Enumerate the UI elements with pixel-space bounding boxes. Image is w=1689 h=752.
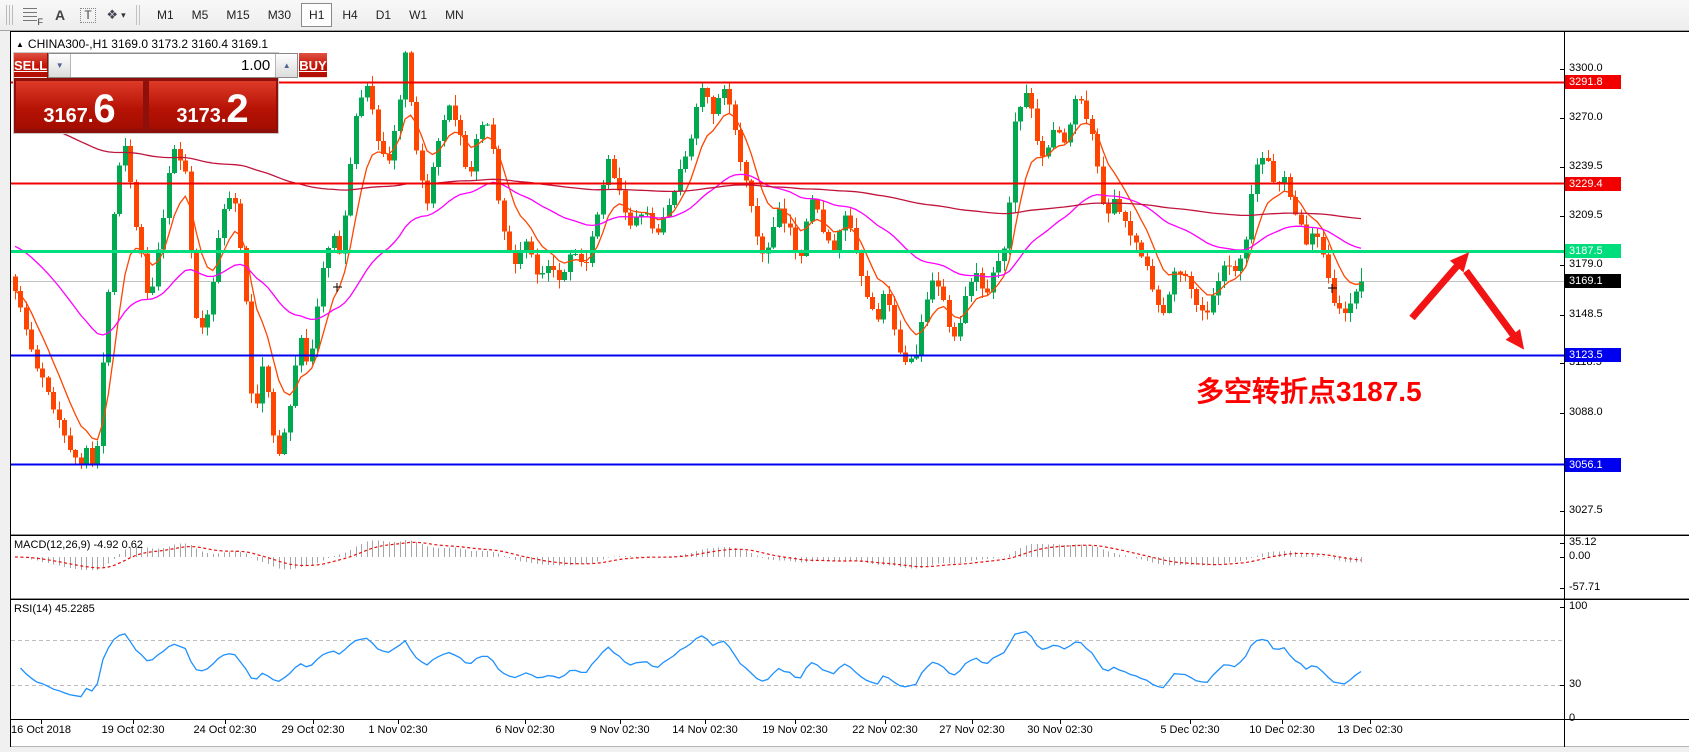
timeframe-button-mn[interactable]: MN xyxy=(445,8,464,22)
time-axis-label: 13 Dec 02:30 xyxy=(1337,724,1403,736)
price-line-label: 3229.4 xyxy=(1565,176,1621,191)
timeframe-button-m30[interactable]: M30 xyxy=(267,8,292,22)
macd-axis-label: 0.00 xyxy=(1569,550,1591,562)
time-axis-label: 27 Nov 02:30 xyxy=(939,724,1005,736)
price-axis-tick-label: 3148.5 xyxy=(1569,307,1603,320)
rsi-indicator-label: RSI(14) 45.2285 xyxy=(14,603,95,615)
timeframe-button-d1[interactable]: D1 xyxy=(375,8,392,22)
timeframe-button-m1[interactable]: M1 xyxy=(157,8,174,22)
shapes-tool-button[interactable]: ❖ ▾ xyxy=(102,2,130,28)
price-line-label: 3187.5 xyxy=(1565,244,1621,259)
price-axis-tick-label: 3270.0 xyxy=(1569,110,1603,123)
time-axis-label: 24 Oct 02:30 xyxy=(193,724,257,736)
volume-input[interactable] xyxy=(71,54,276,77)
macd-axis-label: 35.12 xyxy=(1569,536,1597,548)
chart-window[interactable] xyxy=(10,31,1689,747)
chart-title-text: CHINA300-,H1 3169.0 3173.2 3160.4 3169.1 xyxy=(27,37,269,51)
price-line-label: 3056.1 xyxy=(1565,457,1621,472)
macd-axis-label: -57.71 xyxy=(1569,581,1601,593)
time-axis-label: 6 Nov 02:30 xyxy=(495,724,555,736)
time-axis-label: 30 Nov 02:30 xyxy=(1027,724,1093,736)
time-axis-label: 10 Dec 02:30 xyxy=(1249,724,1315,736)
time-axis-label: 29 Oct 02:30 xyxy=(281,724,345,736)
price-axis-tick-label: 3239.5 xyxy=(1569,160,1603,173)
indicator-list-button[interactable]: F xyxy=(18,2,46,28)
price-axis-tick-label: 3179.0 xyxy=(1569,258,1603,271)
price-line-label: 3169.1 xyxy=(1565,274,1621,289)
time-axis-label: 16 Oct 2018 xyxy=(11,724,71,736)
top-toolbar: F A T ❖ ▾ M1 M5 M15 M30 H1 H4 D1 W1 MN xyxy=(0,0,1689,31)
price-axis-tick-label: 3209.5 xyxy=(1569,208,1603,221)
shapes-icon: ❖ xyxy=(106,7,119,22)
sell-price-main: 3167. xyxy=(43,105,94,127)
time-axis-label: 22 Nov 02:30 xyxy=(852,724,918,736)
label-tool-button[interactable]: T xyxy=(74,2,102,28)
rsi-axis-label: 0 xyxy=(1569,712,1576,724)
toolbar-separator xyxy=(136,5,142,25)
time-axis-label: 19 Nov 02:30 xyxy=(762,724,828,736)
volume-spinner: ▼ ▲ xyxy=(48,53,299,78)
timeframe-button-m15[interactable]: M15 xyxy=(226,8,250,22)
timeframe-button-m5[interactable]: M5 xyxy=(191,8,209,22)
time-axis-label: 19 Oct 02:30 xyxy=(101,724,165,736)
price-line-label: 3123.5 xyxy=(1565,348,1621,363)
macd-indicator-label: MACD(12,26,9) -4.92 0.62 xyxy=(14,539,144,551)
sell-button[interactable]: SELL xyxy=(14,53,48,78)
rsi-axis-label: 30 xyxy=(1569,678,1582,691)
time-axis-label: 9 Nov 02:30 xyxy=(590,724,650,736)
chart-text-annotation[interactable]: 多空转折点3187.5 xyxy=(1196,376,1422,407)
price-axis-tick-label: 3027.5 xyxy=(1569,503,1603,516)
rsi-axis-label: 100 xyxy=(1569,600,1588,612)
buy-price-pips: 2 xyxy=(226,87,249,132)
sell-price-pips: 6 xyxy=(93,87,116,132)
indicator-grid-icon: F xyxy=(22,7,43,27)
time-axis-label: 14 Nov 02:30 xyxy=(672,724,738,736)
buy-price-display[interactable]: 3173. 2 xyxy=(149,81,276,129)
sell-price-display[interactable]: 3167. 6 xyxy=(16,81,143,129)
timeframe-group: M1 M5 M15 M30 H1 H4 D1 W1 MN xyxy=(148,3,473,27)
text-tool-button[interactable]: A xyxy=(54,7,66,23)
timeframe-button-h4[interactable]: H4 xyxy=(342,8,358,22)
volume-decrease-button[interactable]: ▼ xyxy=(49,54,72,77)
price-line-label: 3291.8 xyxy=(1565,75,1621,90)
volume-increase-button[interactable]: ▲ xyxy=(275,54,298,77)
price-axis-tick-label: 3300.0 xyxy=(1569,62,1603,74)
timeframe-button-w1[interactable]: W1 xyxy=(409,8,428,22)
timeframe-button-h1[interactable]: H1 xyxy=(301,3,333,27)
buy-button[interactable]: BUY xyxy=(299,53,327,78)
collapse-triangle-icon: ▲ xyxy=(16,40,24,49)
price-axis-tick-label: 3088.0 xyxy=(1569,405,1603,418)
label-tool-icon: T xyxy=(80,7,96,23)
buy-price-main: 3173. xyxy=(176,105,227,127)
time-axis-label: 1 Nov 02:30 xyxy=(368,724,428,736)
chevron-down-icon: ▾ xyxy=(121,9,126,20)
chart-title: ▲ CHINA300-,H1 3169.0 3173.2 3160.4 3169.… xyxy=(16,37,268,51)
one-click-trade-panel: SELL ▼ ▲ BUY 3167.6 3173.2 xyxy=(14,53,327,133)
time-axis-label: 5 Dec 02:30 xyxy=(1160,724,1220,736)
toolbar-drag-handle[interactable] xyxy=(6,5,14,25)
